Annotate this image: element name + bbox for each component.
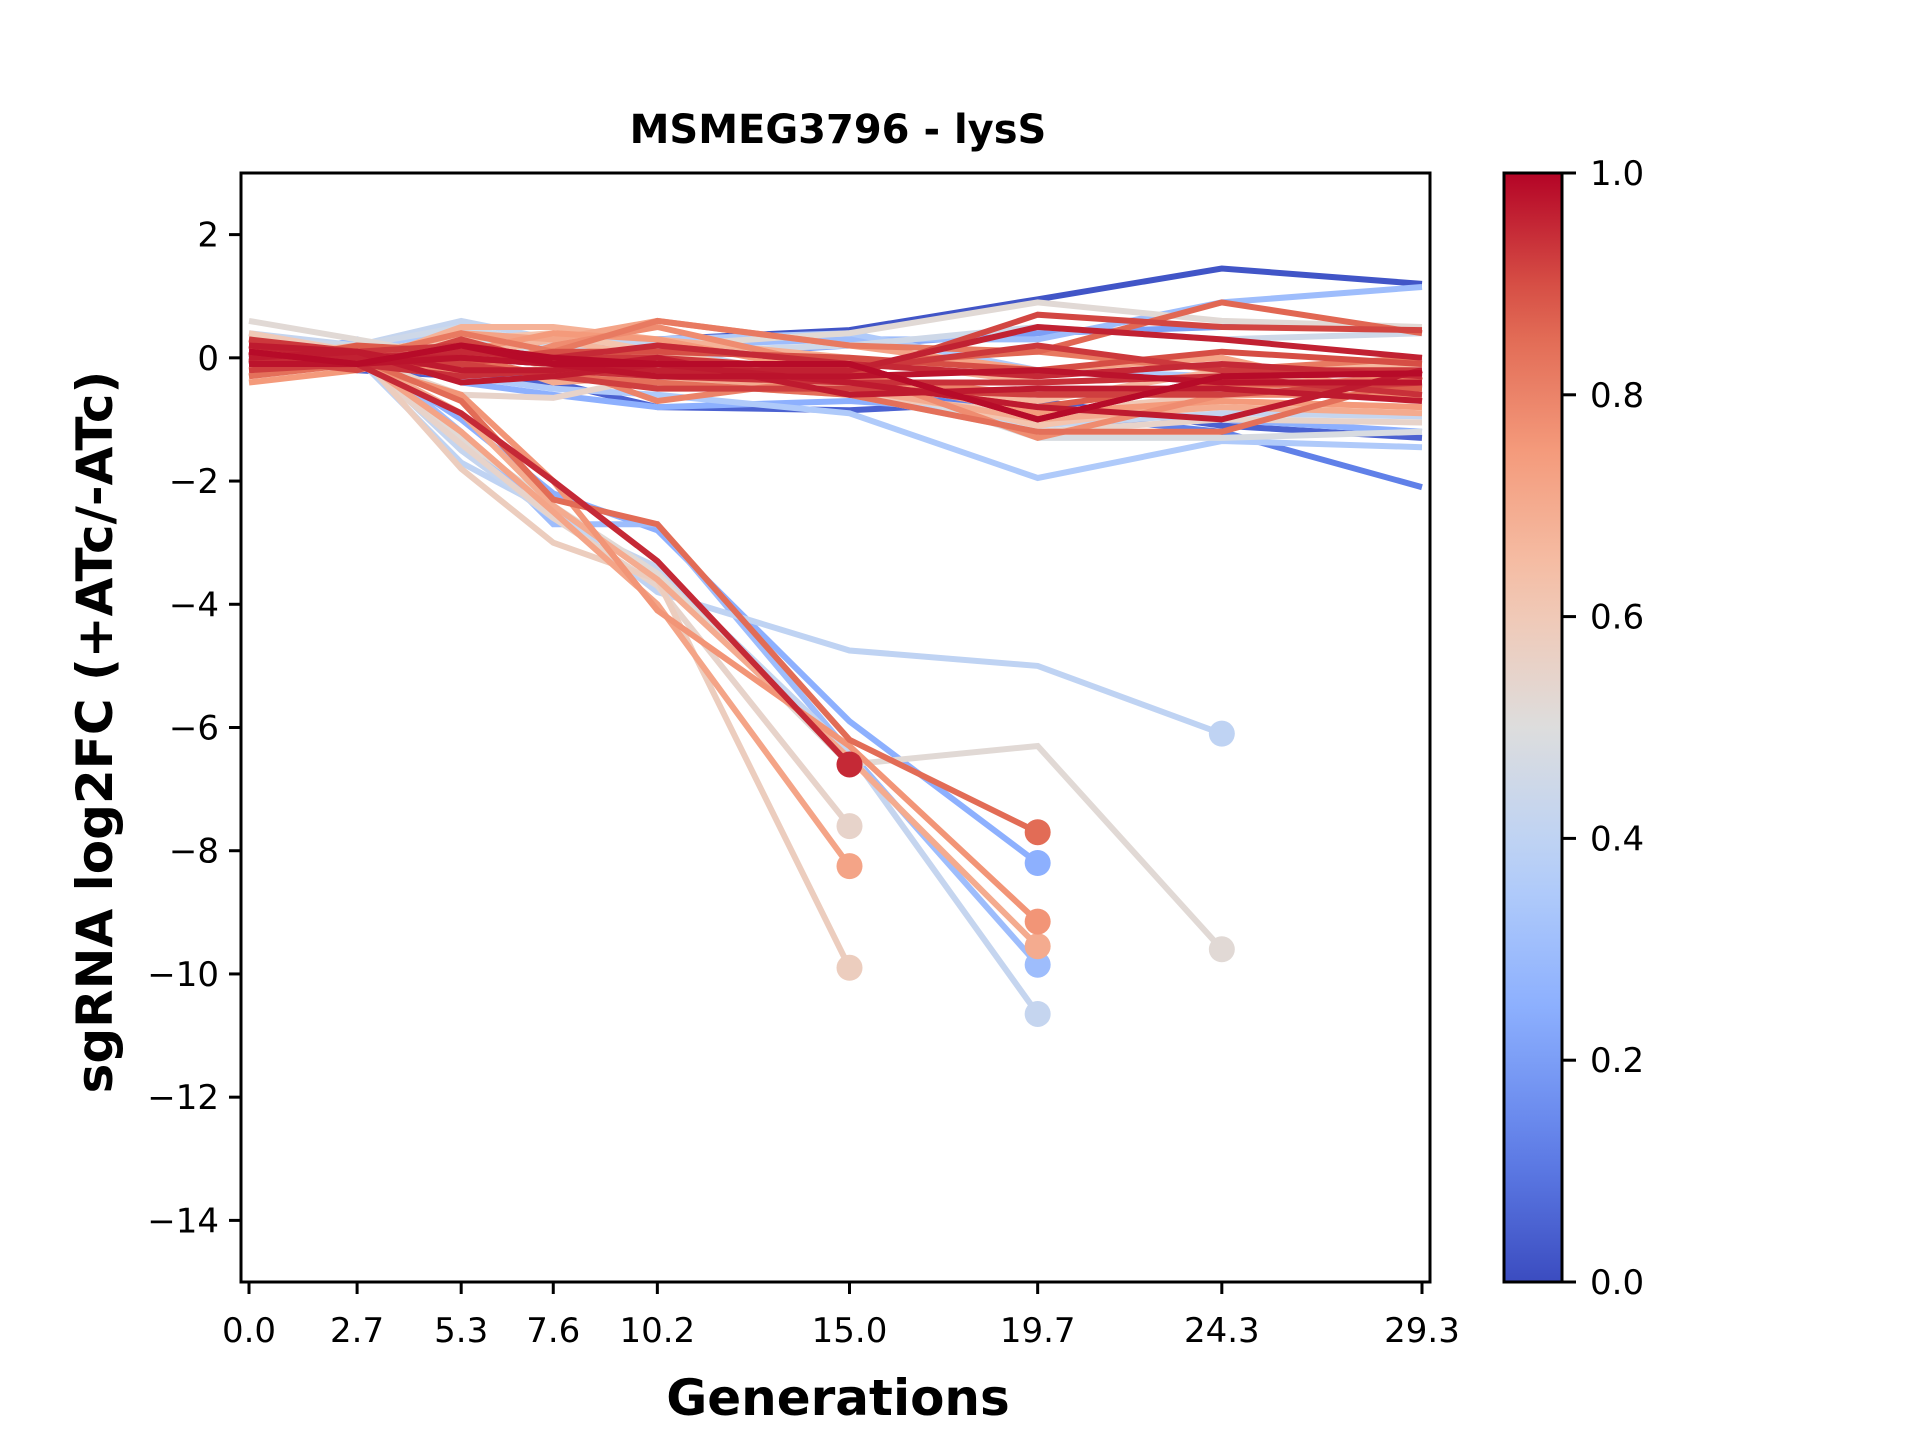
- y-tick-label: −2: [169, 462, 219, 502]
- series-line: [249, 348, 1041, 1016]
- x-tick-label: 24.3: [1184, 1311, 1260, 1351]
- colorbar-tick-label: 0.6: [1590, 598, 1644, 638]
- y-tick-label: 0: [197, 339, 219, 379]
- series-line: [248, 348, 852, 828]
- series-end-marker: [1024, 850, 1051, 877]
- x-tick-label: 29.3: [1384, 1311, 1460, 1351]
- series-end-marker: [836, 853, 863, 880]
- colorbar-tick-label: 0.4: [1590, 819, 1644, 859]
- series-end-marker: [836, 954, 863, 981]
- x-tick-label: 15.0: [812, 1311, 888, 1351]
- x-tick-label: 7.6: [526, 1311, 580, 1351]
- y-tick-label: −10: [147, 955, 219, 995]
- y-tick-label: −4: [169, 585, 219, 625]
- y-axis: 2 0 −2 −4 −6 −8 −10 −12 −14: [147, 216, 241, 1241]
- y-tick-label: −8: [169, 832, 219, 872]
- x-axis: 0.0 2.7 5.3 7.6 10.2 15.0 19.7 24.3 29.3: [222, 1282, 1460, 1351]
- series-line: [249, 354, 1422, 386]
- x-axis-title: Generations: [666, 1369, 1010, 1427]
- y-axis-title: sgRNA log2FC (+ATc/-ATc): [66, 371, 124, 1094]
- x-tick-label: 10.2: [619, 1311, 695, 1351]
- colorbar-tick-label: 0.8: [1590, 376, 1644, 416]
- series-end-marker: [1024, 908, 1051, 935]
- x-tick-label: 5.3: [434, 1311, 488, 1351]
- y-tick-label: −6: [169, 709, 219, 749]
- series-end-marker: [1024, 933, 1051, 960]
- colorbar-axis: 0.0 0.2 0.4 0.6 0.8 1.0: [1562, 154, 1644, 1303]
- y-tick-label: 2: [197, 216, 219, 256]
- series-line: [248, 354, 1040, 949]
- x-tick-label: 2.7: [330, 1311, 384, 1351]
- series-line: [248, 336, 853, 970]
- series-end-marker: [836, 813, 863, 840]
- series-line: [248, 342, 1423, 423]
- series-line: [248, 348, 1040, 866]
- series-end-marker: [1024, 819, 1051, 846]
- series-end-marker: [1208, 720, 1235, 747]
- chart-title: MSMEG3796 - lysS: [630, 107, 1047, 153]
- x-tick-label: 0.0: [222, 1311, 276, 1351]
- y-tick-label: −14: [147, 1201, 219, 1241]
- y-tick-label: −12: [147, 1078, 219, 1118]
- series-end-marker: [836, 751, 863, 778]
- colorbar: [1502, 171, 1564, 1284]
- series-end-marker: [1024, 1000, 1051, 1027]
- series-end-marker: [1024, 951, 1051, 978]
- series-end-marker: [1208, 936, 1235, 963]
- colorbar-tick-label: 0.2: [1590, 1041, 1644, 1081]
- series-line: [248, 354, 852, 767]
- x-tick-label: 19.7: [1000, 1311, 1076, 1351]
- lines-layer: [248, 265, 1423, 1027]
- colorbar-tick-label: 0.0: [1590, 1263, 1644, 1303]
- colorbar-tick-label: 1.0: [1590, 154, 1644, 194]
